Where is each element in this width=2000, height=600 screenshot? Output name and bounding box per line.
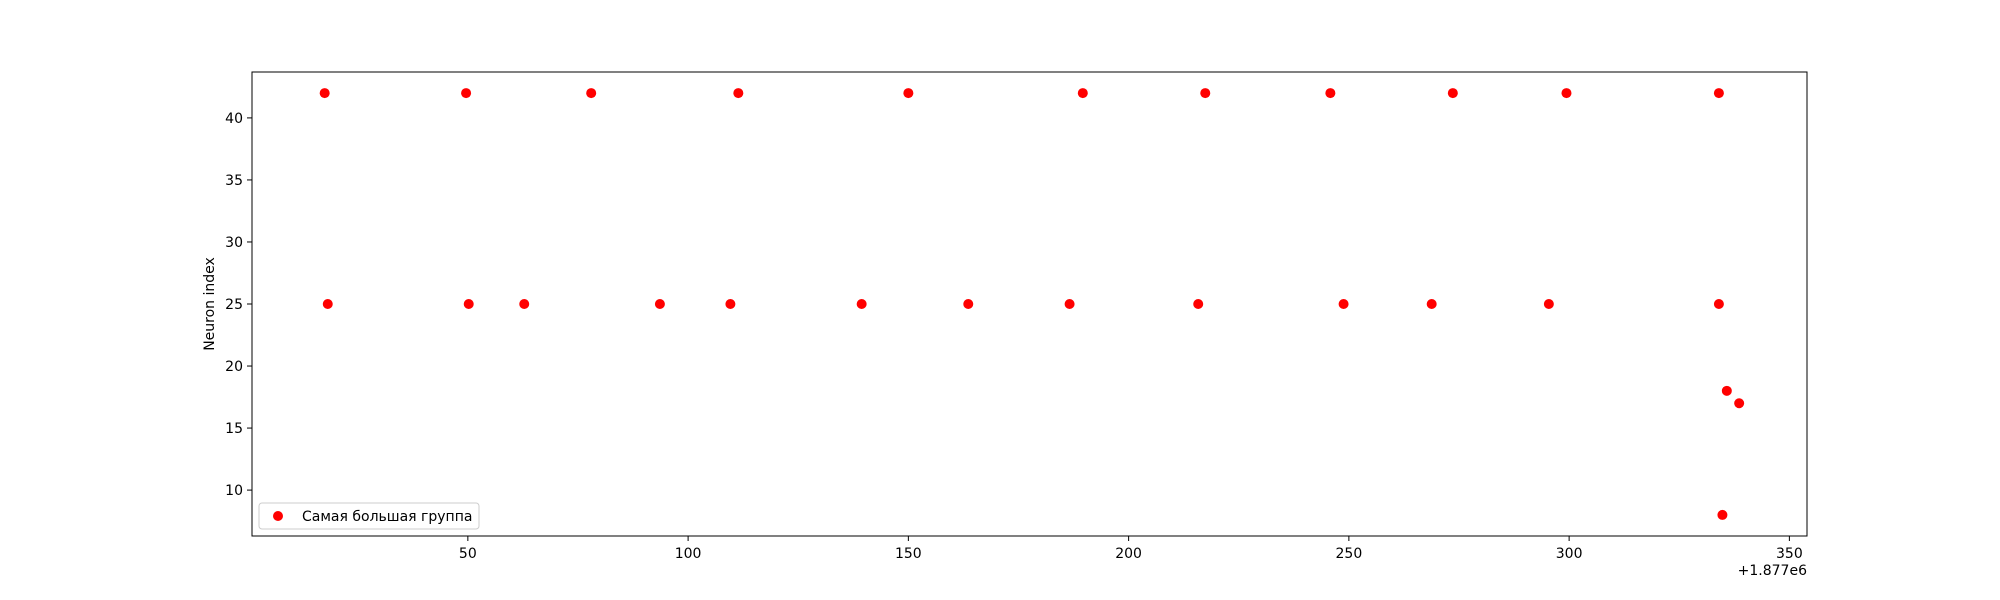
y-tick-label: 30	[225, 235, 243, 251]
x-tick-label: 350	[1776, 546, 1803, 562]
x-tick-label: 100	[675, 546, 702, 562]
y-tick-label: 25	[225, 297, 243, 313]
legend-box	[258, 502, 480, 530]
data-point	[725, 299, 736, 309]
data-point	[322, 299, 333, 309]
y-tick-label: 35	[225, 173, 243, 189]
data-point	[1713, 88, 1724, 99]
y-tick-label: 10	[225, 483, 243, 499]
x-tick-label: 150	[895, 546, 922, 562]
legend-marker	[273, 511, 283, 521]
data-point	[856, 299, 867, 309]
data-point	[461, 88, 472, 99]
data-point	[1447, 88, 1458, 99]
data-point	[1426, 299, 1437, 309]
data-point	[586, 88, 597, 99]
data-point	[733, 88, 744, 99]
data-point	[463, 299, 474, 309]
y-tick-label: 15	[225, 421, 243, 437]
data-point	[654, 299, 665, 309]
data-point	[1338, 299, 1349, 309]
y-tick-label: 20	[225, 359, 243, 375]
data-point	[903, 88, 914, 99]
data-point	[1721, 385, 1732, 396]
data-points	[319, 88, 1745, 520]
data-point	[1064, 299, 1075, 309]
data-point	[1717, 509, 1728, 520]
data-point	[1543, 299, 1554, 309]
data-point	[319, 88, 330, 99]
x-tick-label: 300	[1556, 546, 1583, 562]
data-point	[1193, 299, 1204, 309]
x-tick-label: 200	[1115, 546, 1142, 562]
data-point	[1325, 88, 1336, 99]
data-point	[1077, 88, 1088, 99]
x-axis: 50 100 150 200 250 300 350	[459, 536, 1803, 562]
data-point	[1561, 88, 1572, 99]
data-point	[1713, 299, 1724, 309]
x-tick-label: 250	[1336, 546, 1363, 562]
legend: Самая большая группа	[258, 502, 480, 530]
data-point	[1734, 398, 1745, 409]
plot-area	[252, 72, 1807, 536]
x-offset-label: +1.877e6	[1738, 563, 1807, 579]
y-axis: 10 15 20 25 30 35 40	[225, 111, 252, 499]
y-axis-label: Neuron index	[202, 257, 218, 351]
data-point	[1200, 88, 1211, 99]
x-tick-label: 50	[459, 546, 477, 562]
legend-label: Самая большая группа	[302, 509, 472, 525]
y-tick-label: 40	[225, 111, 243, 127]
data-point	[963, 299, 974, 309]
data-point	[519, 299, 530, 309]
